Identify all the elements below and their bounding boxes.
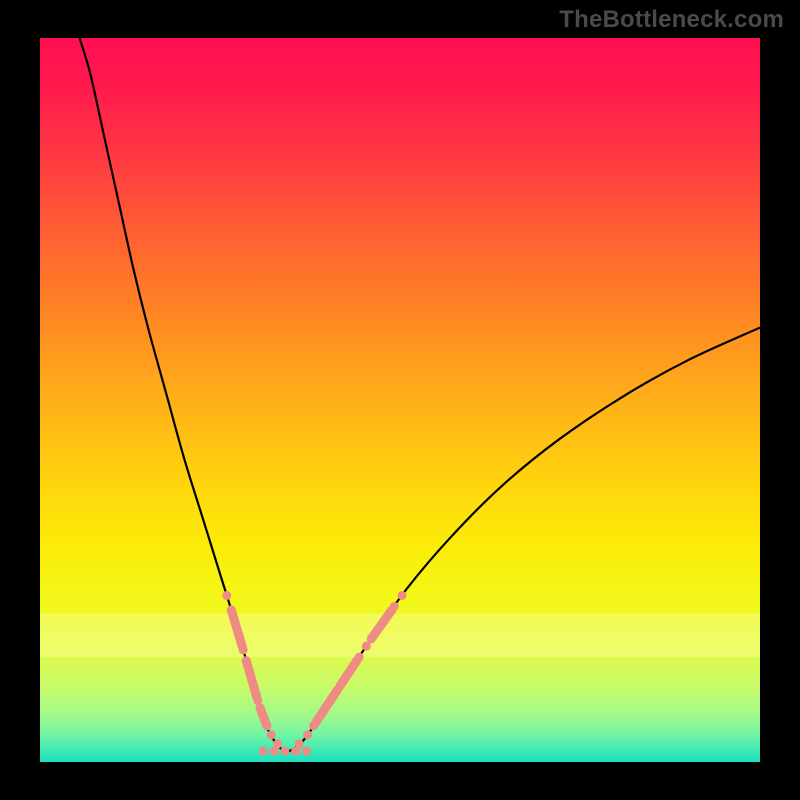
curve-marker-dot [262,721,271,730]
curve-marker-dot [239,645,248,654]
curve-marker-dot [355,653,364,662]
curve-marker-dot [303,730,312,739]
curve-marker-dot [302,747,311,756]
curve-marker-dot [390,602,399,611]
watermark-label: TheBottleneck.com [559,6,784,34]
curve-marker-dot [398,591,407,600]
curve-marker-dot [270,747,279,756]
curve-marker-dot [295,739,304,748]
curve-marker-dot [280,747,289,756]
curve-marker-dot [222,591,231,600]
curve-marker-dot [259,747,268,756]
chart-frame: TheBottleneck.com [0,0,800,800]
curve-marker-dot [267,730,276,739]
bottleneck-curve-chart [0,0,800,800]
overlay-band [40,614,760,657]
